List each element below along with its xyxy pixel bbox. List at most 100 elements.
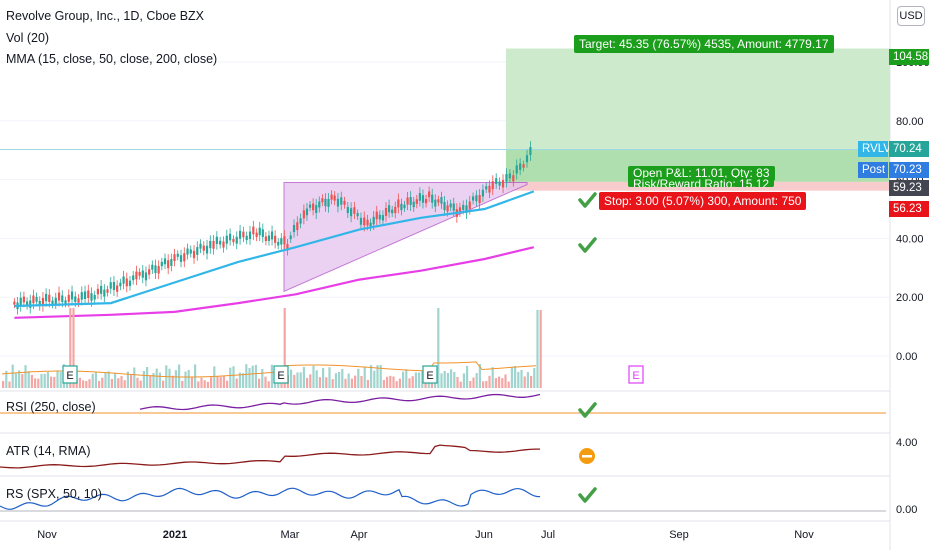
volume-bar	[152, 373, 155, 388]
volume-bar	[302, 366, 305, 388]
volume-bar	[517, 371, 520, 388]
price-candle	[498, 181, 501, 186]
earnings-marker-may: E	[422, 365, 438, 384]
price-candle	[336, 198, 340, 207]
price-candle	[387, 205, 391, 213]
volume-bar	[94, 372, 97, 388]
volume-bar	[254, 364, 257, 388]
volume-bar	[424, 381, 427, 388]
price-candle	[462, 204, 465, 210]
price-candle	[252, 226, 255, 235]
volume-bar	[395, 381, 398, 388]
price-candle	[125, 278, 128, 287]
volume-bar	[222, 375, 225, 388]
price-candle	[356, 213, 359, 217]
volume-bar	[258, 378, 261, 388]
price-candle	[64, 300, 67, 304]
volume-bar	[34, 378, 37, 388]
price-candle	[340, 197, 343, 205]
svg-text:E: E	[632, 370, 639, 382]
price-candle	[515, 165, 518, 174]
volume-bar	[338, 371, 341, 388]
price-candle	[138, 272, 141, 276]
price-candle	[229, 233, 232, 241]
volume-bar	[392, 376, 395, 388]
volume-bar	[475, 373, 478, 388]
price-candle	[394, 206, 397, 214]
volume-bar	[312, 365, 315, 388]
target-label: Target: 45.35 (76.57%) 4535, Amount: 477…	[574, 35, 834, 53]
price-candle	[488, 185, 491, 193]
volume-bar	[174, 370, 177, 388]
volume-bar	[46, 372, 49, 388]
price-candle	[13, 301, 16, 305]
volume-bar	[533, 367, 536, 388]
price-candle	[258, 227, 261, 236]
price-candle	[183, 253, 186, 262]
price-candle	[238, 230, 242, 239]
price-candle	[225, 235, 228, 244]
volume-bar	[184, 371, 187, 388]
price-candle	[219, 240, 222, 245]
volume-bar	[498, 376, 501, 388]
volume-bar	[354, 375, 357, 388]
volume-bar	[181, 380, 184, 388]
atr-neutral-dash	[582, 455, 592, 458]
volume-bar	[69, 308, 72, 388]
volume-bar	[507, 381, 510, 388]
price-candle	[215, 236, 218, 245]
price-candle	[359, 217, 363, 225]
post-badge: Post	[858, 162, 888, 178]
volume-bar	[139, 380, 142, 388]
time-tick-label: Jul	[541, 529, 555, 541]
volume-bar	[168, 368, 171, 388]
volume-bar	[101, 377, 104, 388]
price-candle	[501, 180, 505, 188]
volume-bar	[11, 364, 14, 388]
rs-check-icon	[578, 487, 597, 503]
price-candle	[458, 207, 462, 213]
volume-bar	[443, 371, 446, 388]
price-candle	[248, 231, 252, 240]
volume-bar	[418, 372, 421, 388]
volume-bar	[232, 366, 235, 388]
svg-text:E: E	[277, 370, 284, 382]
volume-bar	[187, 369, 190, 388]
volume-bar	[21, 374, 24, 388]
price-candle	[403, 204, 406, 209]
price-candle	[449, 203, 452, 208]
price-candle	[74, 296, 77, 303]
volume-bar	[270, 364, 273, 388]
price-candle	[38, 300, 41, 307]
price-candle	[112, 282, 116, 291]
volume-bar	[114, 373, 117, 388]
price-candle	[391, 209, 394, 214]
price-candle	[475, 195, 478, 202]
volume-bar	[24, 365, 27, 388]
volume-bar	[334, 373, 337, 388]
price-candle	[151, 264, 154, 270]
price-candle	[261, 229, 264, 237]
price-candle	[440, 197, 443, 204]
volume-bar	[117, 378, 120, 388]
currency-button[interactable]: USD	[897, 6, 925, 26]
price-candle	[471, 196, 475, 201]
mma-legend: MMA (15, close, 50, close, 200, close)	[6, 52, 218, 66]
price-candle	[148, 269, 151, 275]
price-candle	[478, 195, 481, 204]
price-candle	[199, 243, 202, 249]
price-candle	[192, 250, 196, 259]
volume-bar	[43, 373, 46, 388]
price-candle	[19, 297, 22, 306]
price-candle	[312, 203, 315, 211]
price-candle	[41, 297, 45, 306]
price-candle	[209, 240, 212, 249]
volume-bar	[389, 375, 392, 388]
price-candle	[157, 266, 160, 274]
svg-text:E: E	[66, 370, 73, 382]
volume-bar	[411, 376, 414, 388]
price-candle	[100, 285, 103, 294]
price-candle	[61, 295, 64, 302]
volume-bar	[203, 380, 206, 388]
